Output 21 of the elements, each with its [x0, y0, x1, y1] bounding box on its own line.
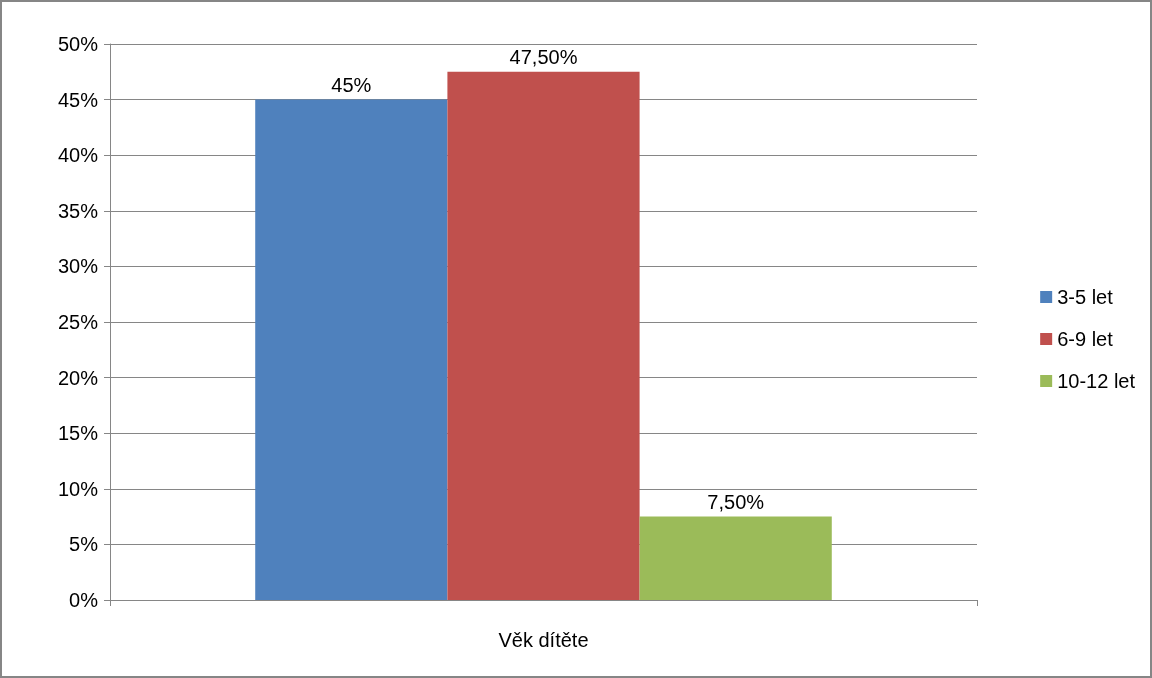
y-tick-label: 20% [57, 366, 99, 389]
y-tick-label: 35% [57, 199, 99, 222]
bar [255, 99, 448, 600]
y-tick-label: 50% [57, 33, 99, 55]
data-label: 47,50% [509, 45, 578, 68]
y-tick-label: 0% [69, 589, 99, 611]
y-tick-label: 5% [69, 533, 99, 556]
y-tick-label: 45% [57, 88, 99, 111]
bar [639, 516, 832, 600]
y-tick-label: 25% [57, 311, 99, 333]
y-tick-label: 15% [57, 422, 99, 445]
legend-label: 3-5 let [1057, 286, 1114, 308]
legend-label: 10-12 let [1057, 370, 1136, 392]
data-label: 45% [331, 73, 372, 96]
y-tick-label: 40% [57, 144, 99, 167]
data-label: 7,50% [707, 490, 765, 513]
y-tick-label: 30% [57, 255, 99, 278]
legend-label: 6-9 let [1057, 328, 1114, 350]
y-tick-label: 10% [57, 477, 99, 500]
x-tick-label: Věk dítěte [498, 629, 589, 651]
bar [447, 71, 640, 600]
